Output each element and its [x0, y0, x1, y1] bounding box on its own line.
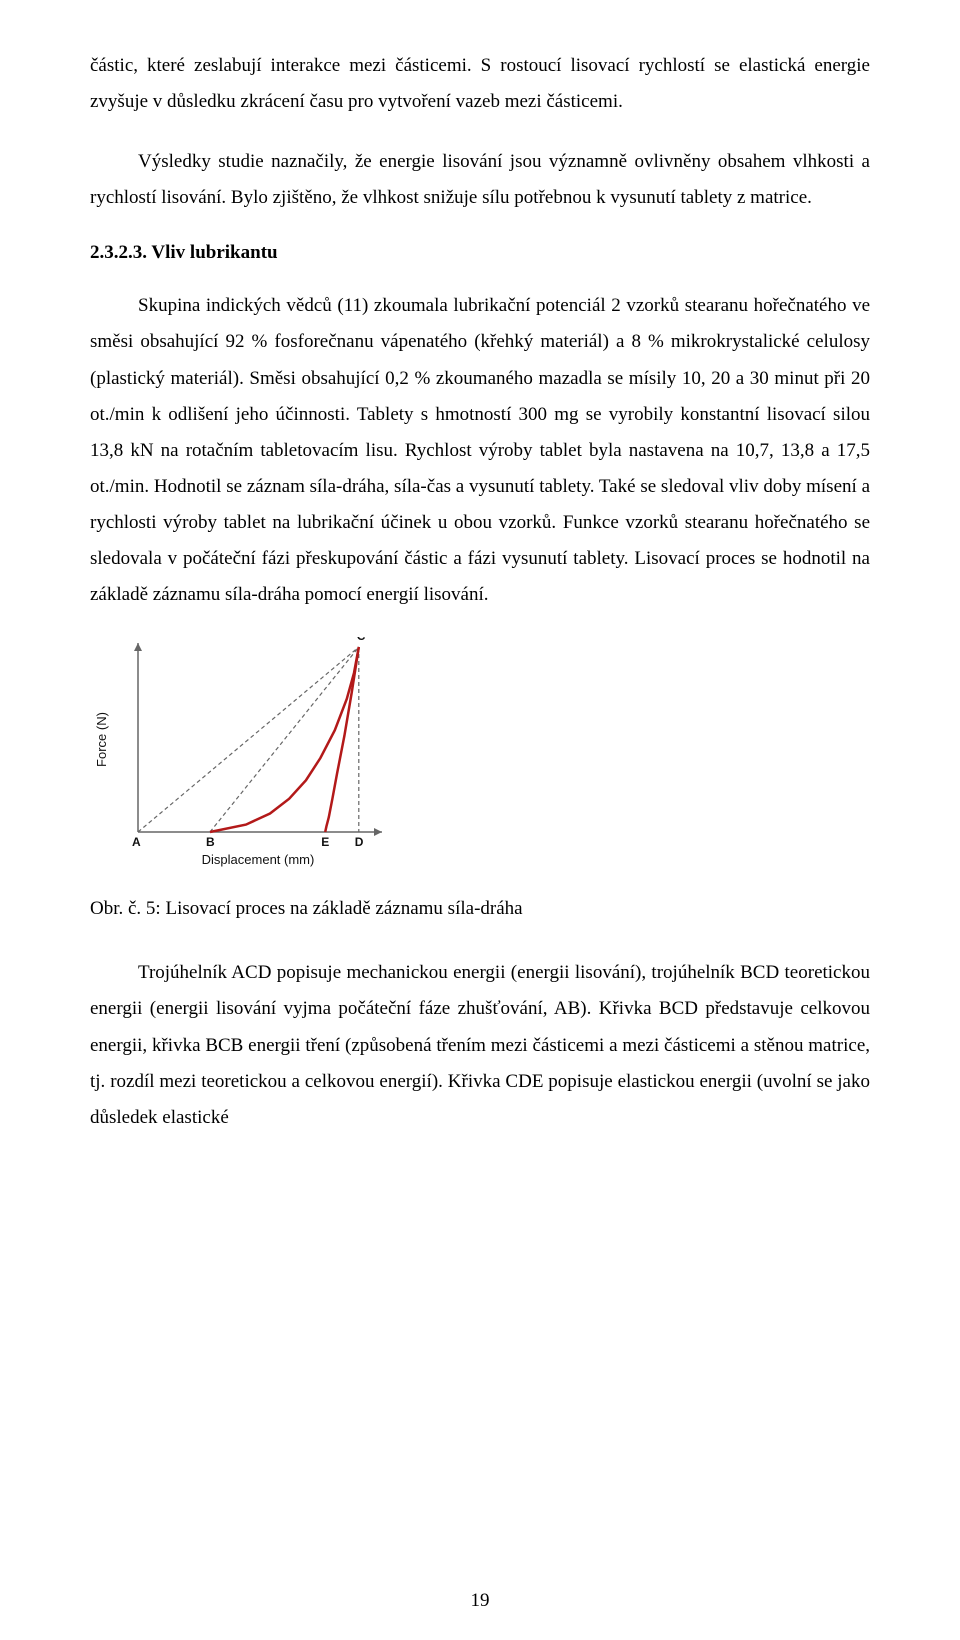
svg-text:C: C — [357, 637, 366, 643]
force-displacement-chart: A B C D E Displacement (mm) Force (N) — [90, 637, 390, 872]
svg-text:B: B — [206, 835, 215, 849]
force-displacement-figure: A B C D E Displacement (mm) Force (N) — [90, 637, 870, 877]
page-number: 19 — [0, 1590, 960, 1612]
svg-text:Force (N): Force (N) — [94, 712, 109, 767]
paragraph-triangle: Trojúhelník ACD popisuje mechanickou ene… — [90, 955, 870, 1135]
svg-text:Displacement (mm): Displacement (mm) — [202, 852, 315, 867]
svg-text:D: D — [355, 835, 364, 849]
svg-text:E: E — [321, 835, 329, 849]
section-heading: 2.3.2.3. Vliv lubrikantu — [90, 242, 870, 264]
figure-caption: Obr. č. 5: Lisovací proces na základě zá… — [90, 891, 870, 927]
svg-text:A: A — [132, 835, 141, 849]
paragraph-results: Výsledky studie naznačily, že energie li… — [90, 144, 870, 216]
paragraph-lubricant: Skupina indických vědců (11) zkoumala lu… — [90, 288, 870, 613]
paragraph-top: částic, které zeslabují interakce mezi č… — [90, 48, 870, 120]
